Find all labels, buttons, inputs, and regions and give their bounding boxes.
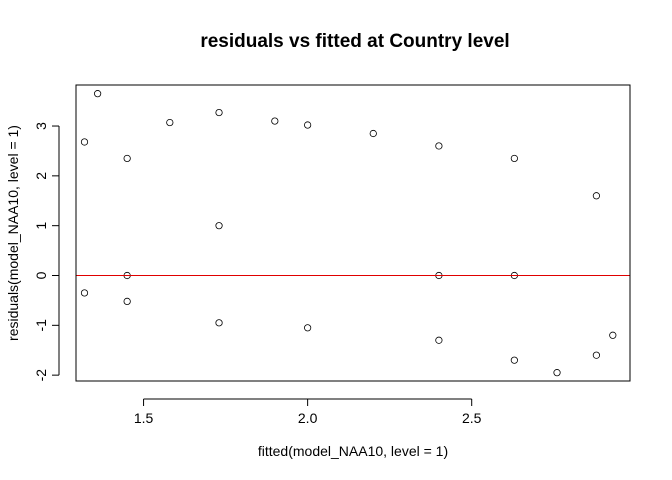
- data-point: [167, 119, 173, 125]
- y-tick-label: 0: [33, 271, 49, 279]
- data-point: [593, 193, 599, 199]
- data-points: [81, 90, 616, 375]
- data-point: [304, 325, 310, 331]
- data-point: [436, 337, 442, 343]
- data-point: [81, 290, 87, 296]
- data-point: [81, 139, 87, 145]
- y-tick-label: 1: [33, 222, 49, 230]
- chart-title: residuals vs fitted at Country level: [200, 31, 509, 52]
- data-point: [593, 352, 599, 358]
- data-point: [554, 369, 560, 375]
- data-point: [304, 122, 310, 128]
- y-tick-label: -1: [33, 319, 49, 332]
- data-point: [216, 109, 222, 115]
- y-axis: -2 -1 0 1 2 3: [33, 122, 59, 381]
- data-point: [511, 155, 517, 161]
- x-tick-label: 2.5: [462, 410, 482, 426]
- data-point: [436, 143, 442, 149]
- data-point: [124, 155, 130, 161]
- x-tick-label: 1.5: [134, 410, 154, 426]
- plot-area-box: [76, 85, 630, 381]
- data-point: [511, 357, 517, 363]
- y-tick-label: 3: [33, 122, 49, 130]
- data-point: [272, 118, 278, 124]
- y-tick-label: 2: [33, 172, 49, 180]
- y-axis-label: residuals(model_NAA10, level = 1): [5, 125, 21, 341]
- data-point: [370, 130, 376, 136]
- x-tick-label: 2.0: [298, 410, 318, 426]
- data-point: [124, 298, 130, 304]
- x-axis: 1.5 2.0 2.5: [134, 399, 482, 426]
- data-point: [610, 332, 616, 338]
- data-point: [94, 90, 100, 96]
- data-point: [216, 222, 222, 228]
- x-axis-label: fitted(model_NAA10, level = 1): [258, 443, 448, 459]
- y-tick-label: -2: [33, 369, 49, 382]
- data-point: [216, 320, 222, 326]
